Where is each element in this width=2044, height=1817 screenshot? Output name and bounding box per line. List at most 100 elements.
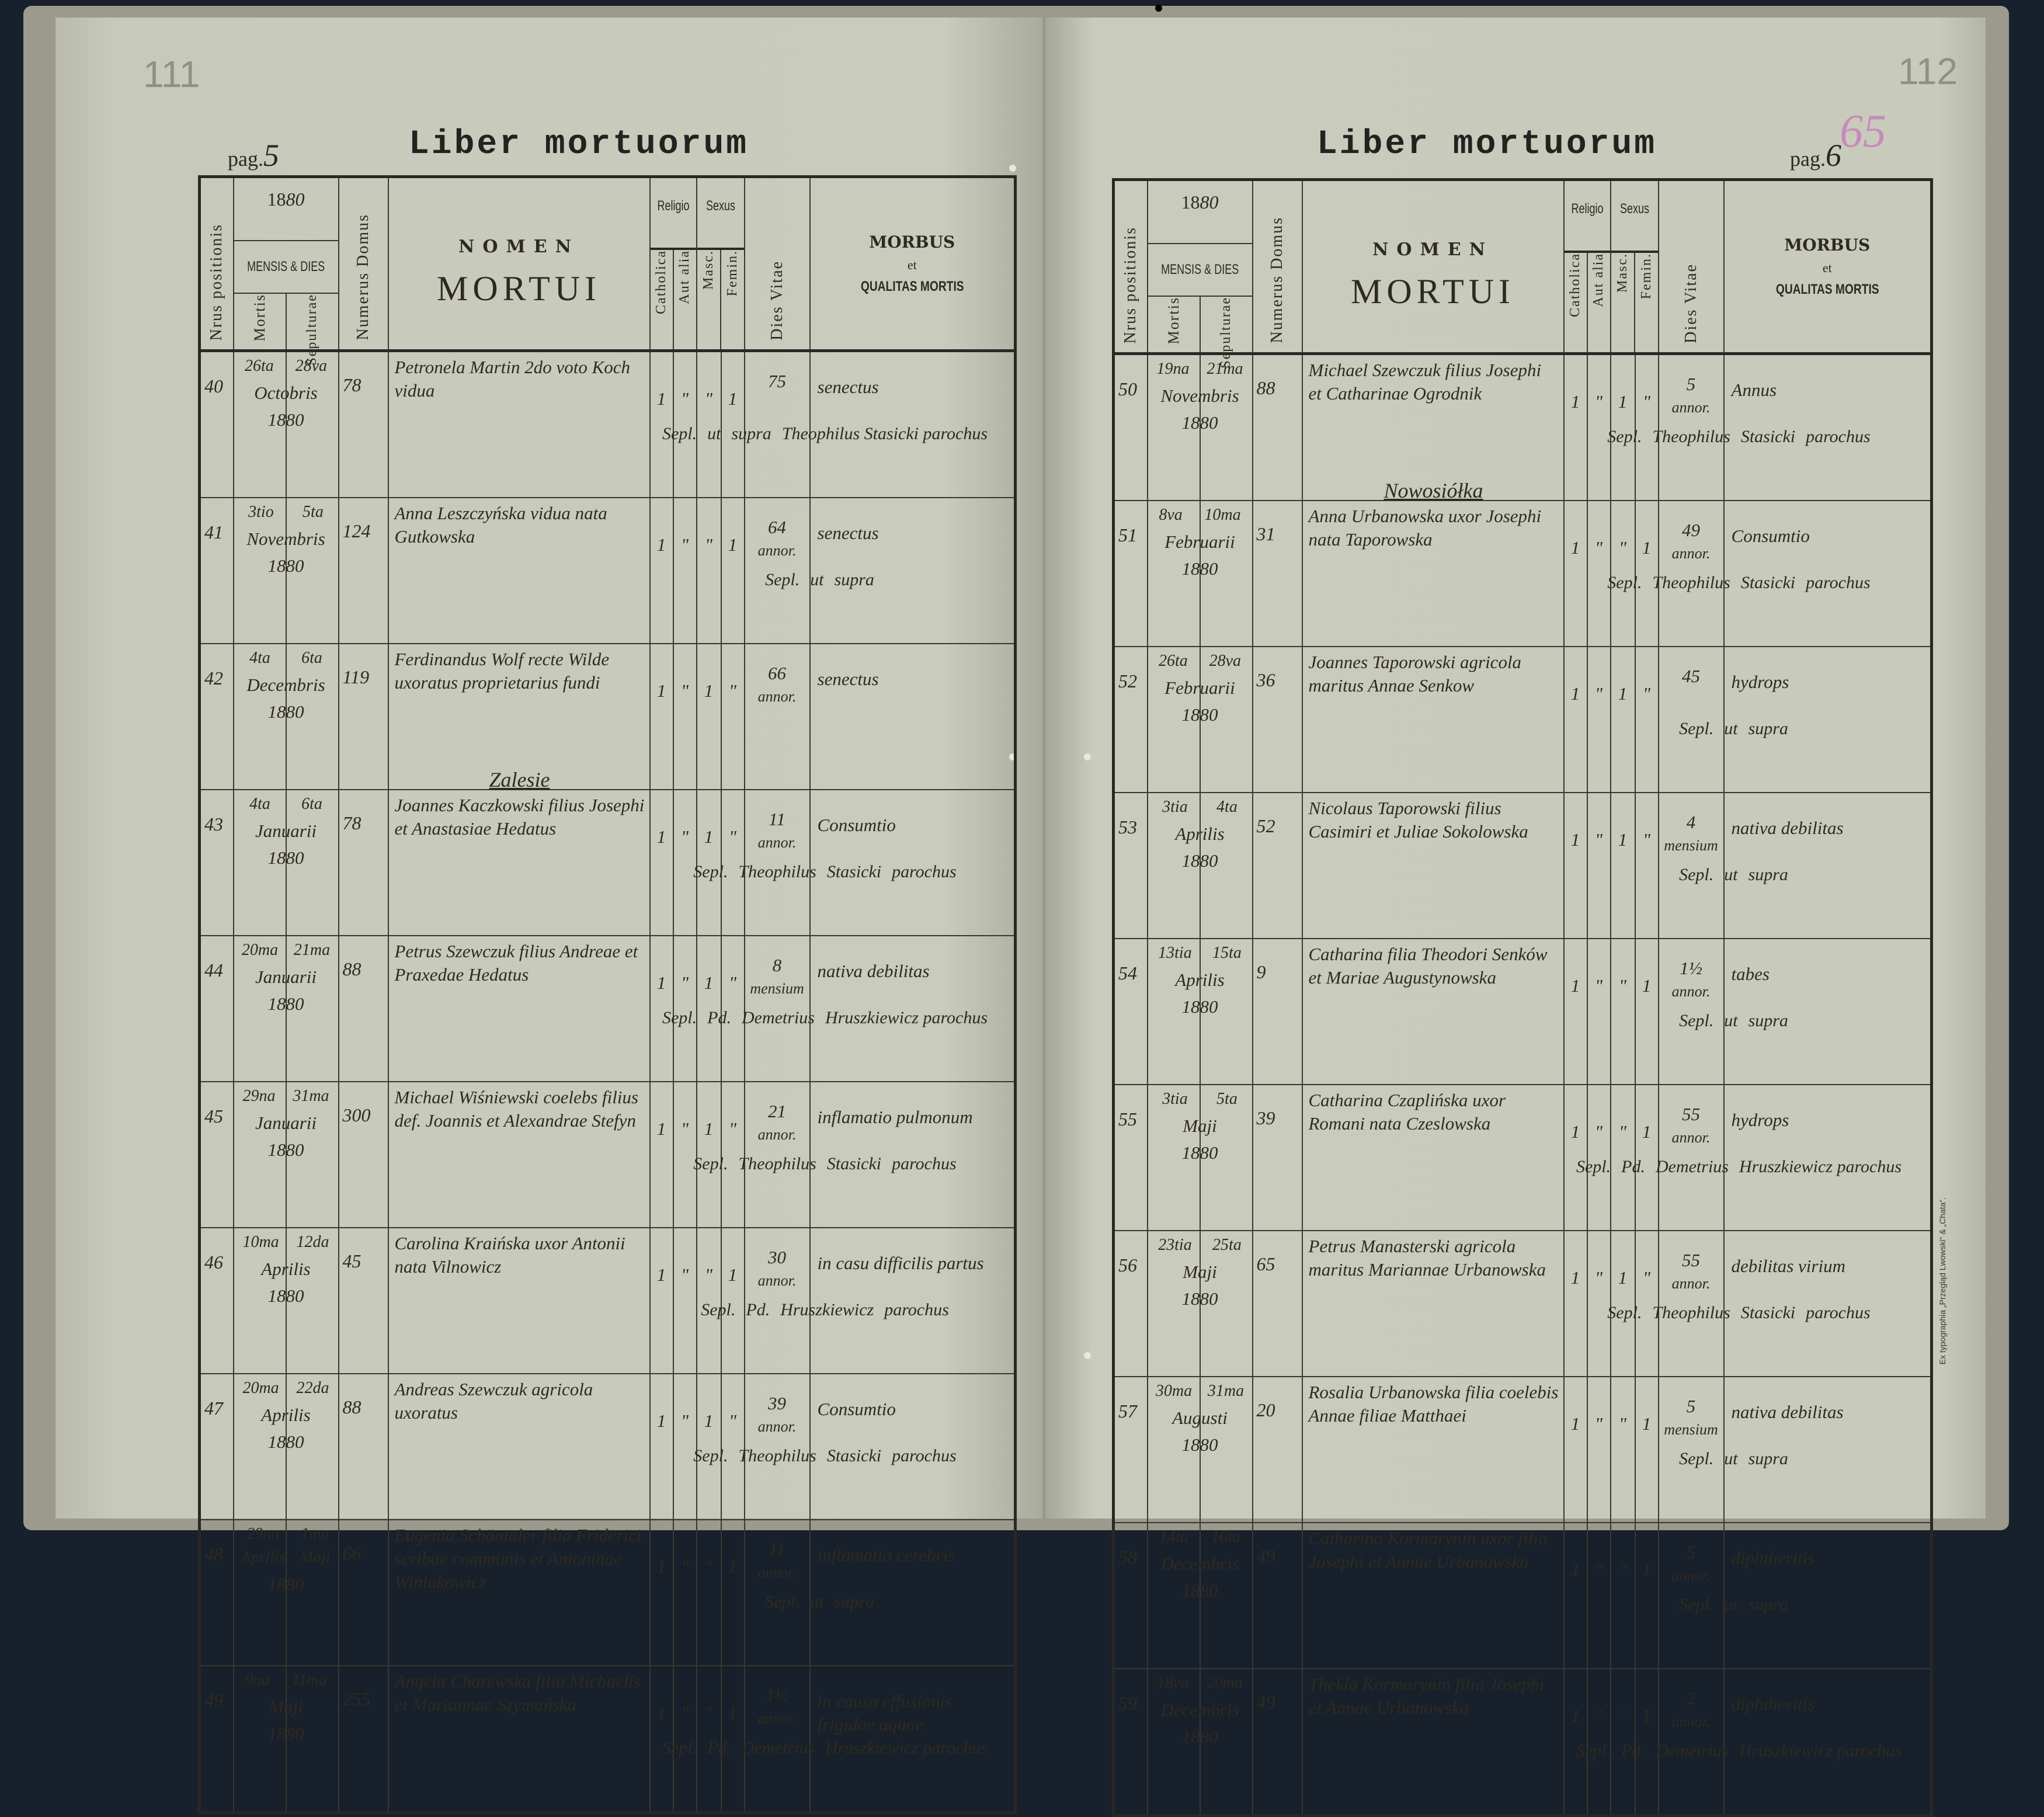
name-cell: Angela Charewska filia Michaelis et Mari…: [387, 1665, 651, 1813]
cause-of-death: inflamatio cerebris: [809, 1519, 1016, 1666]
entry-dates: 30ma 31ma Augusti 1880: [1146, 1376, 1253, 1523]
catholica-value: 1: [1570, 1413, 1580, 1434]
femin-mark: ": [1634, 792, 1659, 939]
cause-of-death: diphtheritis: [1723, 1522, 1932, 1669]
age-cell: 2 annor.: [1657, 1668, 1725, 1816]
masc-mark: 1: [696, 789, 722, 936]
header-morbus: MORBUS et QUALITAS MORTIS: [809, 176, 1016, 352]
age-value: 49: [1682, 520, 1701, 540]
year: 1880: [267, 409, 304, 430]
aut-alia-mark: ": [672, 935, 697, 1082]
catholica-mark: 1 Sepl. ut supra: [649, 497, 874, 644]
day-of-burial: 31ma: [293, 1087, 329, 1105]
entry-number: 57: [1113, 1376, 1148, 1523]
aut-alia-mark: ": [672, 497, 697, 644]
catholica-value: 1: [1570, 391, 1580, 412]
entry-dates: 18va 20ma Decembris 1880: [1146, 1668, 1253, 1816]
day-of-death: 23tia: [1158, 1236, 1192, 1254]
house-number: 20: [1252, 1376, 1303, 1523]
cause-of-death: Consumtio: [1723, 500, 1932, 647]
catholica-value: 1: [1570, 975, 1580, 996]
masc-mark: 1: [696, 1373, 722, 1520]
entry-dates: 20ma 21ma Januarii 1880: [232, 935, 339, 1082]
header-mortis: Mortis: [251, 294, 268, 342]
femin-mark: 1: [720, 1519, 745, 1666]
printer-imprint: Ex typographia „Przegląd Lwowski“ & „Cha…: [1938, 1197, 1947, 1365]
day-of-burial: 5ta: [1216, 1090, 1237, 1108]
aut-alia-mark: ": [672, 643, 697, 790]
pag-number: 5: [263, 138, 279, 173]
left-pencil-folio: 111: [143, 53, 200, 95]
aut-alia-mark: ": [1586, 353, 1611, 501]
catholica-value: 1: [1570, 683, 1580, 704]
catholica-value: 1: [656, 1264, 666, 1285]
entry-number: 46: [199, 1227, 234, 1374]
name-cell: Nowosiółka Anna Urbanowska uxor Josephi n…: [1301, 479, 1565, 647]
age-cell: 49 annor.: [1657, 500, 1725, 647]
month: Aprilis: [1175, 970, 1225, 990]
age-cell: 11 annor.: [743, 1519, 811, 1666]
entry-dates: 13tia 15ta Aprilis 1880: [1146, 938, 1253, 1085]
age-cell: 1½ annor.: [1657, 938, 1725, 1085]
age-unit: annor.: [757, 834, 797, 851]
deceased-name: Catharina filia Theodori Senków et Maria…: [1308, 944, 1548, 988]
header-catholica: Catholica: [1567, 253, 1583, 317]
aut-alia-mark: ": [672, 1081, 697, 1228]
age-cell: 8 mensium: [743, 935, 811, 1082]
name-cell: Eugenia Schöntaler filia Friderici scrib…: [387, 1519, 651, 1666]
month: Decembris: [1160, 1700, 1239, 1720]
catholica-value: 1: [656, 1410, 666, 1431]
masc-mark: 1: [1610, 1230, 1636, 1377]
entry-dates: 20ma 22da Aprilis 1880: [232, 1373, 339, 1520]
age-value: 1½: [766, 1685, 788, 1705]
day-of-burial: 22da: [296, 1379, 329, 1397]
deceased-name: Petrus Szewczuk filius Andreae et Praxed…: [394, 941, 638, 985]
age-unit: annor.: [1671, 983, 1711, 1000]
name-cell: Rosalia Urbanowska filia coelebis Annae …: [1301, 1376, 1565, 1523]
day-of-death: 3tia: [1162, 798, 1188, 816]
catholica-value: 1: [1570, 1121, 1580, 1142]
catholica-mark: 1 Sepl. Pd. Demetrius Hruszkiewicz parochus: [1563, 1084, 1902, 1231]
catholica-mark: 1 Sepl. ut supra: [649, 1519, 874, 1666]
year: 1880: [267, 847, 304, 868]
age-unit: annor.: [1671, 1713, 1711, 1730]
masc-mark: ": [1610, 938, 1636, 1085]
right-death-register-table: Nrus positionis 1880 MENSIS & DIES Morti…: [1112, 178, 1933, 1817]
femin-mark: 1: [720, 350, 745, 498]
femin-mark: ": [1634, 353, 1659, 501]
entry-dates: 26ta 28va Octobris 1880: [232, 350, 339, 498]
day-of-burial: 11ma: [291, 1671, 327, 1689]
catholica-value: 1: [656, 1703, 666, 1723]
binding-hole: [1084, 1352, 1091, 1359]
header-sexus-label: Sexus: [1619, 201, 1649, 217]
year: 1880: [1181, 850, 1218, 871]
masc-mark: ": [696, 497, 722, 644]
day-of-burial: 12da: [296, 1233, 329, 1251]
catholica-mark: 1 Sepl. ut supra: [1563, 938, 1788, 1085]
header-religio: Religio Catholica Aut alia: [1563, 179, 1611, 355]
day-of-death: 19na: [1156, 360, 1190, 378]
entry-number: 50: [1113, 353, 1148, 501]
catholica-mark: 1 Sepl. Theophilus Stasicki parochus: [1563, 1230, 1871, 1377]
header-domus-label: Numerus Domus: [1268, 217, 1286, 343]
deceased-name: Catharina Czaplińska uxor Romani nata Cz…: [1308, 1090, 1506, 1134]
age-cell: 55 annor.: [1657, 1084, 1725, 1231]
day-of-death: 20ma: [241, 941, 279, 959]
header-morbus-label: MORBUS: [869, 232, 955, 252]
masc-mark: 1: [1610, 792, 1636, 939]
month: Decembris: [246, 675, 325, 695]
aut-alia-mark: ": [1586, 500, 1611, 647]
entry-dates: 19na 21ma Novembris 1880: [1146, 353, 1253, 501]
year: 1880: [267, 701, 304, 722]
age-value: 5: [1686, 1396, 1696, 1416]
cause-of-death: Consumtio: [809, 1373, 1016, 1520]
right-pencil-folio: 112: [1898, 50, 1958, 92]
header-mortis: Mortis: [1164, 297, 1182, 345]
register-entry: 56 23tia 25ta Maji 1880 65 Petrus Manaste…: [1113, 1230, 1932, 1377]
header-mensis-dies: MENSIS & DIES: [246, 259, 325, 275]
entry-dates: 3tio 5ta Novembris 1880: [232, 497, 339, 644]
day-of-burial: 21ma: [1207, 360, 1243, 378]
year: 1880: [1181, 1580, 1218, 1601]
header-domus-label: Numerus Domus: [354, 214, 372, 341]
age-cell: 11 annor.: [743, 789, 811, 936]
